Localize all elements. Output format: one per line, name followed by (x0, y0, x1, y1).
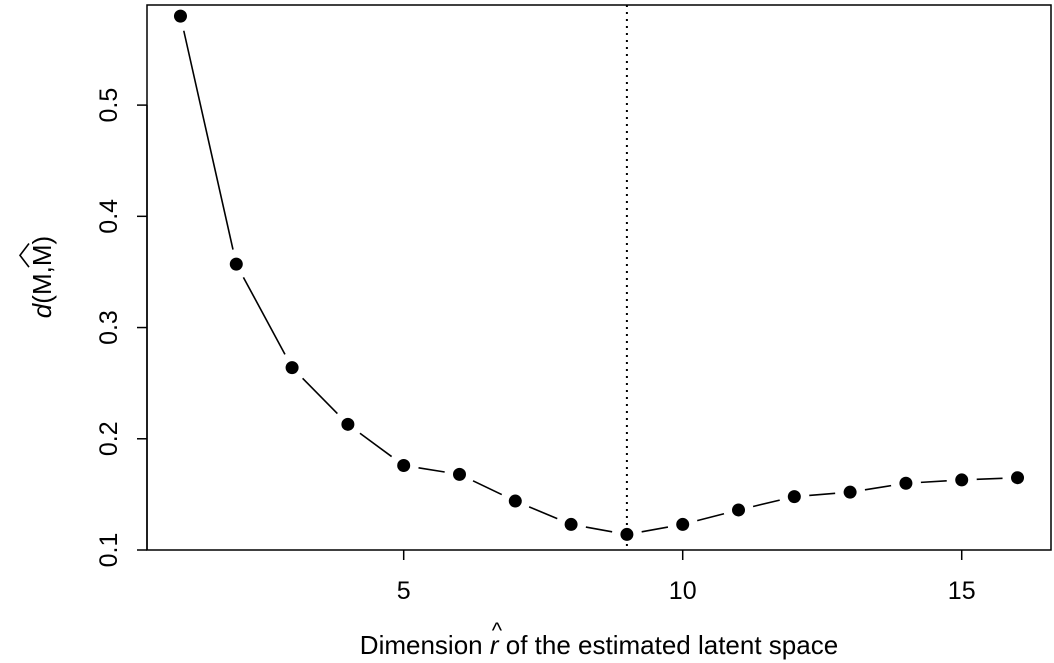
series-line-segment (418, 467, 445, 473)
data-point (1011, 471, 1025, 485)
x-tick-label: 5 (397, 577, 411, 605)
data-point (843, 485, 857, 499)
series-line-segment (920, 480, 947, 484)
series-line-segment (242, 276, 286, 355)
data-point (229, 257, 243, 271)
x-tick-label: 15 (948, 577, 976, 605)
series-line-segment (976, 477, 1003, 481)
series-line-segment (752, 499, 780, 508)
x-axis: 5 10 15 (397, 550, 976, 605)
data-point (452, 467, 466, 481)
data-point (341, 417, 355, 431)
y-tick-label: 0.4 (95, 199, 123, 234)
y-tick-label: 0.1 (95, 533, 123, 568)
series-line-segment (528, 506, 558, 520)
data-point (899, 476, 913, 490)
data-point (397, 458, 411, 472)
data-point (285, 361, 299, 375)
series-line-segment (585, 526, 613, 533)
y-axis-title-func: d (27, 302, 57, 318)
data-point (955, 473, 969, 487)
plot-frame (146, 4, 1052, 551)
series-line-segment (697, 512, 725, 522)
series-line-segment (302, 377, 338, 415)
data-point (732, 503, 746, 517)
x-axis-title-hat: ^ (492, 618, 503, 643)
series-line-segment (359, 432, 393, 458)
series-line-segment (472, 480, 503, 496)
series-line-segment (864, 484, 892, 491)
y-axis-title-arg2: M (27, 244, 57, 266)
y-axis: 0.1 0.2 0.3 0.4 0.5 (95, 88, 148, 568)
y-axis-title-hat (18, 242, 30, 268)
x-axis-title: Dimension r of the estimated latent spac… (360, 630, 838, 660)
data-series (173, 9, 1025, 541)
data-point (173, 9, 187, 23)
data-point (676, 517, 690, 531)
series-line-segment (182, 30, 234, 250)
series-line-segment (641, 526, 669, 533)
y-tick-label: 0.5 (95, 88, 123, 123)
x-tick-label: 10 (669, 577, 697, 605)
y-tick-label: 0.3 (95, 310, 123, 345)
data-point (787, 490, 801, 504)
y-axis-title: d(M,M) (18, 236, 57, 318)
data-point (508, 494, 522, 508)
data-point (564, 517, 578, 531)
y-tick-label: 0.2 (95, 421, 123, 456)
data-point (620, 527, 634, 541)
x-axis-title-symbol: r (490, 630, 500, 660)
svg-text:d(M,M): d(M,M) (27, 236, 57, 318)
series-line-segment (809, 492, 836, 497)
